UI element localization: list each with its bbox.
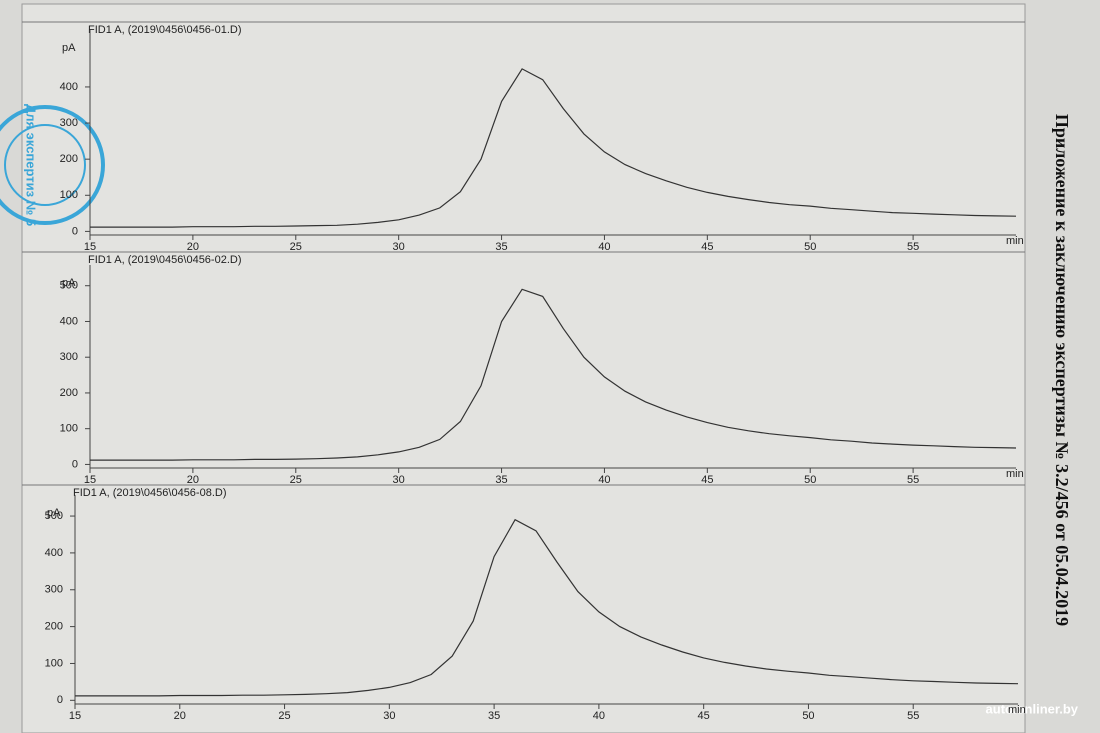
side-note: Приложение к заключению экспертизы № 3.2… [1052,114,1072,626]
stamp-text: Для экспертиз № 5 [24,104,39,226]
x-tick-label: 55 [907,474,919,486]
y-tick-label: 400 [60,315,78,327]
chromatogram: FID1 A, (2019\0456\0456-02.D) pA min 0 100 20… [22,251,1025,486]
x-tick-label: 35 [495,474,507,486]
y-axis-label: pA [62,277,76,289]
x-tick-label: 45 [701,474,713,486]
x-tick-label: 40 [593,710,605,722]
chart-title: FID1 A, (2019\0456\0456-08.D) [73,487,226,499]
x-tick-label: 50 [802,710,814,722]
x-tick-label: 15 [84,241,96,253]
x-tick-label: 40 [598,474,610,486]
x-tick-label: 25 [278,710,290,722]
x-tick-label: 20 [187,241,199,253]
y-tick-label: 400 [60,81,78,93]
y-axis-label: pA [62,42,76,54]
x-tick-label: 20 [174,710,186,722]
x-tick-label: 30 [393,474,405,486]
watermark: auto.onliner.by [986,701,1079,716]
y-tick-label: 400 [45,547,63,559]
chromatogram: FID1 A, (2019\0456\0456-01.D) pA min 0 100 20… [22,21,1025,253]
chromatogram-trace [90,68,1017,228]
x-tick-label: 40 [598,241,610,253]
y-tick-label: 100 [60,423,78,435]
x-tick-label: 25 [290,474,302,486]
y-tick-label: 200 [45,621,63,633]
sheet [21,3,1026,733]
x-axis-label: min [1006,468,1024,480]
x-axis-label: min [1008,704,1026,716]
y-tick-label: 300 [60,117,78,129]
chromatogram-trace [90,288,1017,461]
y-tick-label: 100 [60,189,78,201]
x-tick-label: 30 [393,241,405,253]
x-tick-label: 50 [804,474,816,486]
x-tick-label: 45 [701,241,713,253]
chart-title: FID1 A, (2019\0456\0456-02.D) [88,254,241,266]
x-tick-label: 35 [488,710,500,722]
chromatogram: FID1 A, (2019\0456\0456-08.D) pA min 0 100 20… [22,484,1026,722]
y-tick-label: 0 [57,694,63,706]
stamp-ring [0,105,105,225]
chromatogram-trace [75,518,1019,697]
x-tick-label: 25 [290,241,302,253]
x-tick-label: 45 [698,710,710,722]
y-tick-label: 0 [72,225,78,237]
x-tick-label: 15 [84,474,96,486]
x-axis-label: min [1006,235,1024,247]
x-tick-label: 15 [69,710,81,722]
stamp: Для экспертиз № 5 [0,104,105,226]
x-tick-label: 55 [907,241,919,253]
y-tick-label: 0 [72,458,78,470]
stamp-inner-ring [4,124,86,206]
y-tick-label: 100 [45,657,63,669]
y-tick-label: 300 [60,351,78,363]
y-tick-label: 500 [45,510,63,522]
x-tick-label: 50 [804,241,816,253]
y-axis-label: pA [47,507,61,519]
y-tick-label: 200 [60,387,78,399]
y-tick-label: 500 [60,280,78,292]
chart-title: FID1 A, (2019\0456\0456-01.D) [88,24,241,36]
x-tick-label: 55 [907,710,919,722]
y-tick-label: 300 [45,584,63,596]
x-tick-label: 30 [383,710,395,722]
x-tick-label: 20 [187,474,199,486]
x-tick-label: 35 [495,241,507,253]
y-tick-label: 200 [60,153,78,165]
